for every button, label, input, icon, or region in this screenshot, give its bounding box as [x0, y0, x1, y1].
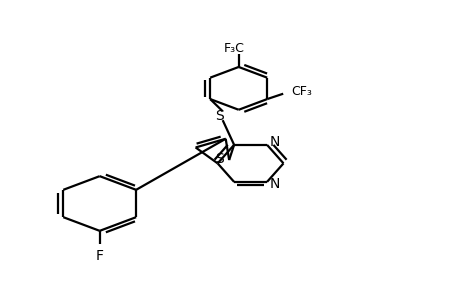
- Text: F: F: [95, 249, 103, 263]
- Text: S: S: [214, 152, 223, 166]
- Text: CF₃: CF₃: [291, 85, 311, 98]
- Text: N: N: [269, 136, 280, 149]
- Text: F₃C: F₃C: [223, 42, 244, 55]
- Text: S: S: [214, 109, 223, 123]
- Text: N: N: [269, 177, 280, 191]
